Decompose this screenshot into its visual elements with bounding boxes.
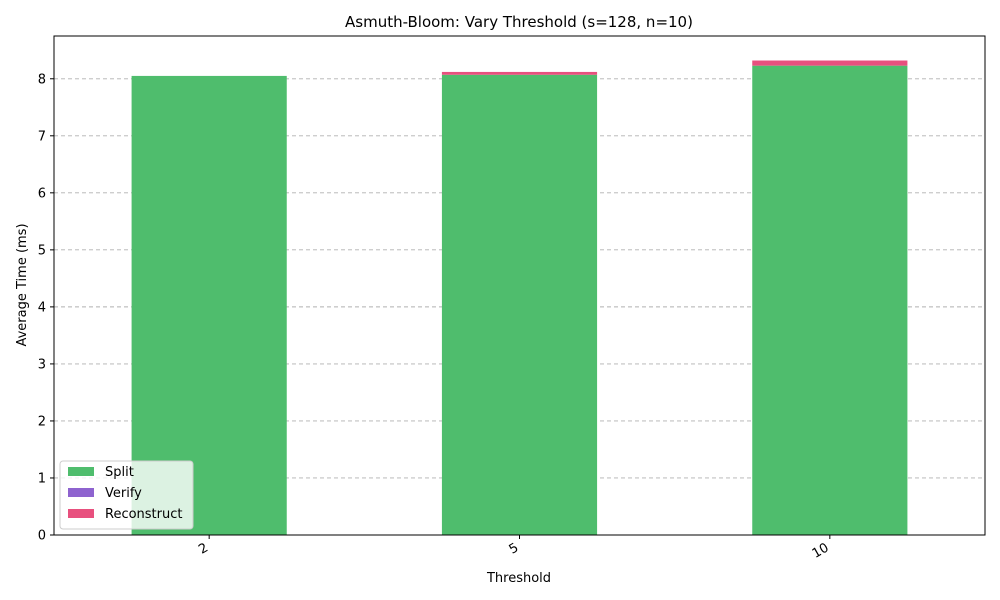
chart-title: Asmuth-Bloom: Vary Threshold (s=128, n=1… [345,13,693,31]
y-tick-label: 1 [38,471,46,486]
bar-split-5 [441,74,598,536]
bar-split-2 [131,75,287,536]
bar-reconstruct-5 [441,71,598,75]
y-tick-label: 5 [38,243,46,258]
legend-label-split: Split [105,465,134,480]
x-tick-label: 5 [507,541,522,558]
x-tick-label: 10 [810,541,832,562]
y-axis-title: Average Time (ms) [15,223,30,346]
bar-reconstruct-10 [752,60,908,66]
bars [131,60,908,536]
legend-swatch-reconstruct [68,509,94,518]
y-tick-label: 7 [38,129,46,144]
legend-swatch-verify [68,488,94,497]
x-tick-label: 2 [196,541,211,558]
x-ticks: 2 5 10 [196,535,832,562]
x-axis-title: Threshold [486,571,551,586]
y-tick-label: 6 [38,186,46,201]
bar-split-10 [752,65,908,536]
legend-label-verify: Verify [105,486,142,501]
y-tick-label: 3 [38,357,46,372]
y-tick-label: 2 [38,414,46,429]
legend: Split Verify Reconstruct [59,460,194,530]
legend-label-reconstruct: Reconstruct [105,507,183,522]
legend-swatch-split [68,467,94,476]
y-tick-label: 4 [38,300,46,315]
y-tick-label: 8 [38,72,46,87]
y-ticks: 0 1 2 3 4 5 6 7 8 [38,72,54,544]
y-tick-label: 0 [38,529,46,544]
